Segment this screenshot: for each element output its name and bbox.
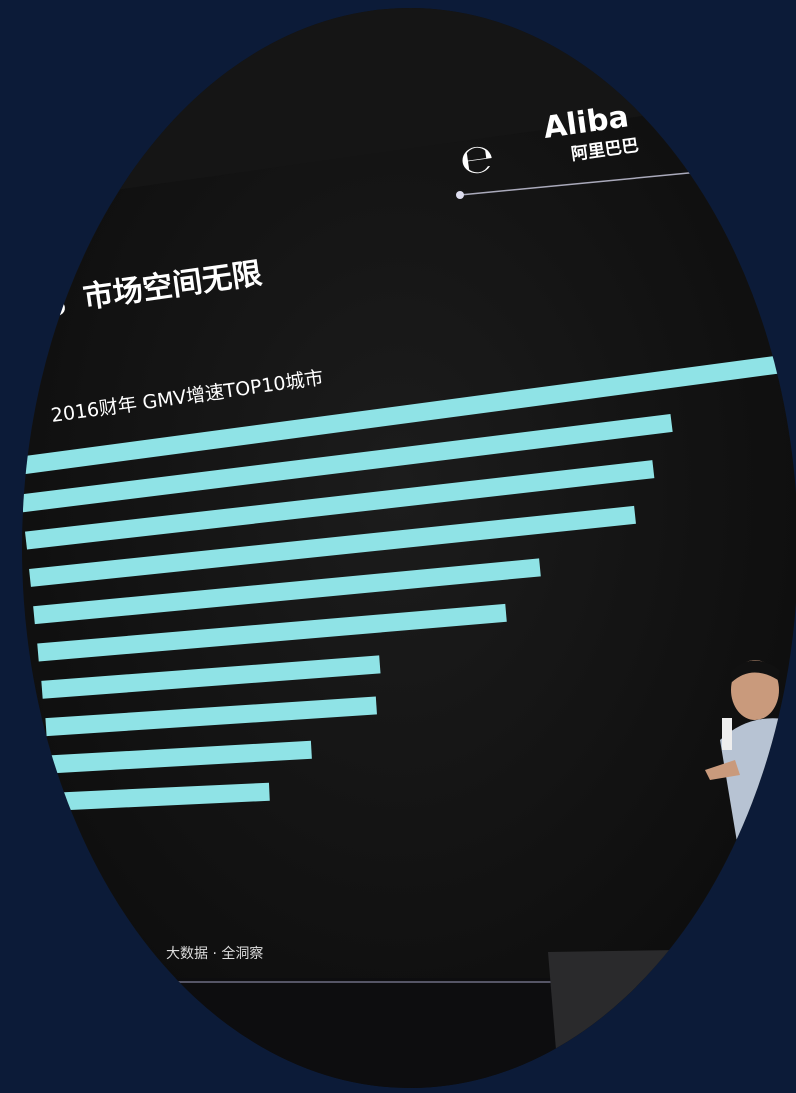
logo-dot <box>456 191 464 199</box>
bar <box>53 782 270 811</box>
logo-mark: ℮ <box>457 135 497 185</box>
bar <box>24 460 655 550</box>
bar <box>45 696 377 737</box>
bar-chart <box>22 355 783 811</box>
footer: 大数据 · 全洞察 <box>166 945 263 962</box>
bar <box>29 505 636 587</box>
bar <box>22 355 783 475</box>
bar <box>49 740 312 774</box>
bar <box>41 655 381 699</box>
bar <box>33 558 541 625</box>
bar <box>37 603 507 662</box>
logo-rule <box>459 169 721 196</box>
bar <box>22 414 673 513</box>
